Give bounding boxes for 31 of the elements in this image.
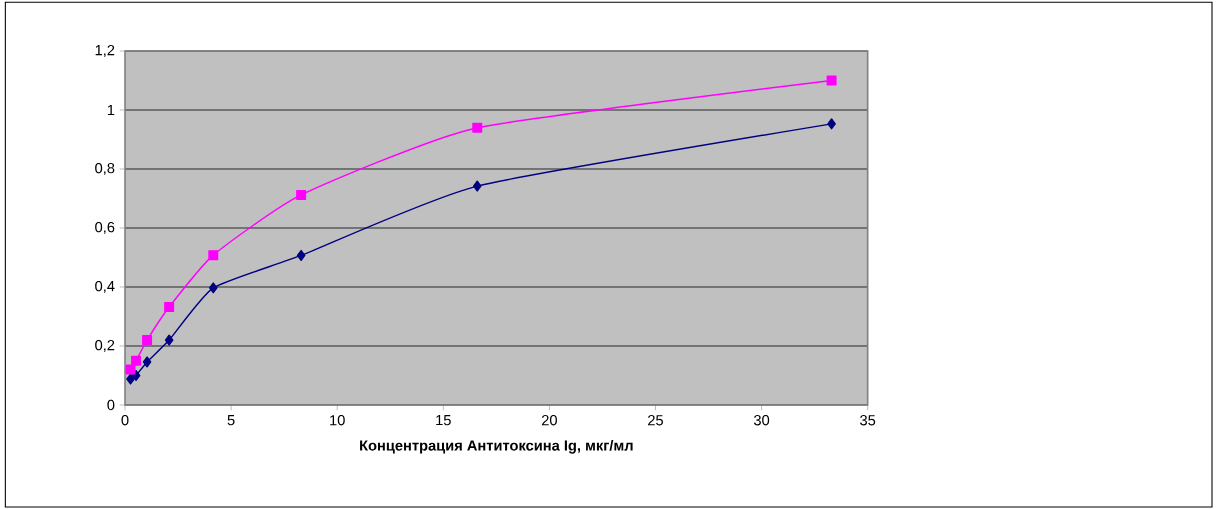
point xyxy=(472,122,483,133)
x-tick-label: 20 xyxy=(541,415,557,426)
point xyxy=(296,249,306,261)
x-tick-label: 5 xyxy=(227,415,235,426)
point xyxy=(208,250,219,261)
x-tick-label: 25 xyxy=(648,415,664,426)
point xyxy=(126,373,135,385)
x-tick-label: 0 xyxy=(121,415,129,426)
y-tick-label: 0 xyxy=(107,399,115,411)
y-tick-label: 0,8 xyxy=(95,162,115,176)
x-tick-label: 30 xyxy=(753,415,770,426)
x-tick-label: 10 xyxy=(330,415,345,426)
point xyxy=(142,356,152,368)
x-axis-title: Концентрация Антитоксина Ig, мкг/мл xyxy=(360,439,633,454)
y-tick-label: 0,2 xyxy=(95,339,115,353)
point xyxy=(164,334,174,346)
point xyxy=(208,282,218,294)
point xyxy=(125,364,136,375)
point xyxy=(142,335,153,346)
point xyxy=(164,302,175,313)
point xyxy=(472,180,482,192)
y-tick-label: 0,4 xyxy=(95,280,115,294)
y-tick-label: 0,6 xyxy=(95,221,115,235)
y-tick-label: 1 xyxy=(107,104,115,116)
point xyxy=(296,189,307,200)
point xyxy=(131,355,142,366)
x-tick-label: 15 xyxy=(436,415,451,426)
point xyxy=(826,75,837,86)
point xyxy=(827,118,836,130)
y-tick-label: 1,2 xyxy=(95,44,115,58)
x-tick-label: 35 xyxy=(860,415,876,426)
